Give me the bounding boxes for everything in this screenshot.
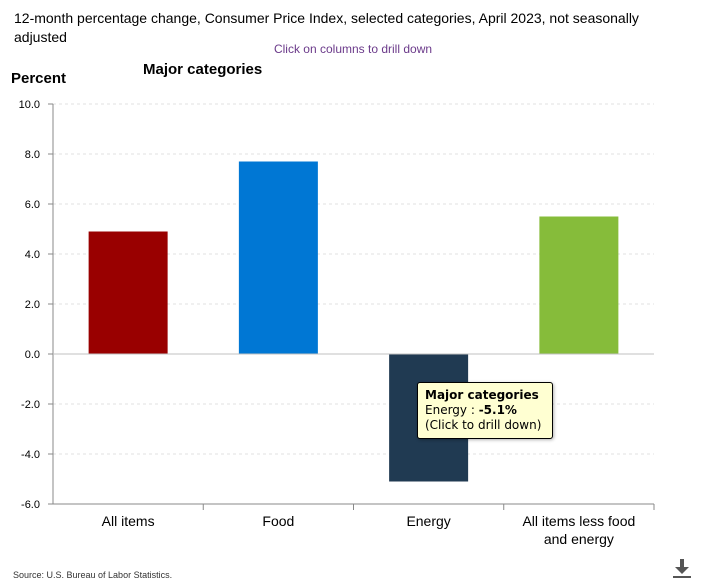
tooltip: Major categories Energy : -5.1% (Click t… [417, 382, 553, 439]
y-tick-label: -4.0 [21, 449, 40, 461]
y-tick-label: -6.0 [21, 499, 40, 511]
bar-chart: 10.0 8.0 6.0 4.0 2.0 0.0 -2.0 -4.0 -6.0 All items… [19, 99, 655, 547]
x-category-label: All items less food and energy [522, 513, 635, 547]
y-tick-label: -2.0 [21, 399, 40, 411]
tooltip-title: Major categories [425, 388, 539, 402]
section-title: Major categories [143, 61, 263, 78]
chart-title: 12-month percentage change, Consumer Pri… [14, 10, 639, 45]
download-icon[interactable] [670, 557, 694, 579]
tooltip-value: -5.1% [478, 403, 517, 417]
bar-all-items[interactable] [88, 231, 168, 355]
y-axis-label: Percent [11, 70, 67, 87]
bar-all-items-less-food-and-energy[interactable] [539, 216, 619, 355]
y-tick-label: 0.0 [25, 349, 40, 361]
source-note: Source: U.S. Bureau of Labor Statistics. [13, 570, 173, 580]
drill-down-hint: Click on columns to drill down [273, 42, 433, 56]
y-tick-label: 8.0 [25, 149, 40, 161]
x-category-label-line: Energy [406, 513, 450, 529]
x-category-label: Food [262, 513, 294, 529]
tooltip-category: Energy [425, 403, 468, 417]
y-tick-label: 6.0 [25, 199, 40, 211]
tooltip-hint: (Click to drill down) [425, 418, 542, 432]
x-category-label: Energy [406, 513, 450, 529]
bar-food[interactable] [238, 161, 318, 355]
tooltip-separator: : [467, 403, 479, 417]
x-category-label-line: All items [102, 513, 155, 529]
x-category-label: All items [102, 513, 155, 529]
y-tick-label: 4.0 [25, 249, 40, 261]
tooltip-value-line: Energy : -5.1% [425, 403, 545, 418]
x-category-label-line: All items less food [522, 513, 635, 529]
x-category-label-line: and energy [544, 531, 614, 547]
y-tick-label: 10.0 [19, 99, 40, 111]
x-category-label-line: Food [262, 513, 294, 529]
y-tick-label: 2.0 [25, 299, 40, 311]
